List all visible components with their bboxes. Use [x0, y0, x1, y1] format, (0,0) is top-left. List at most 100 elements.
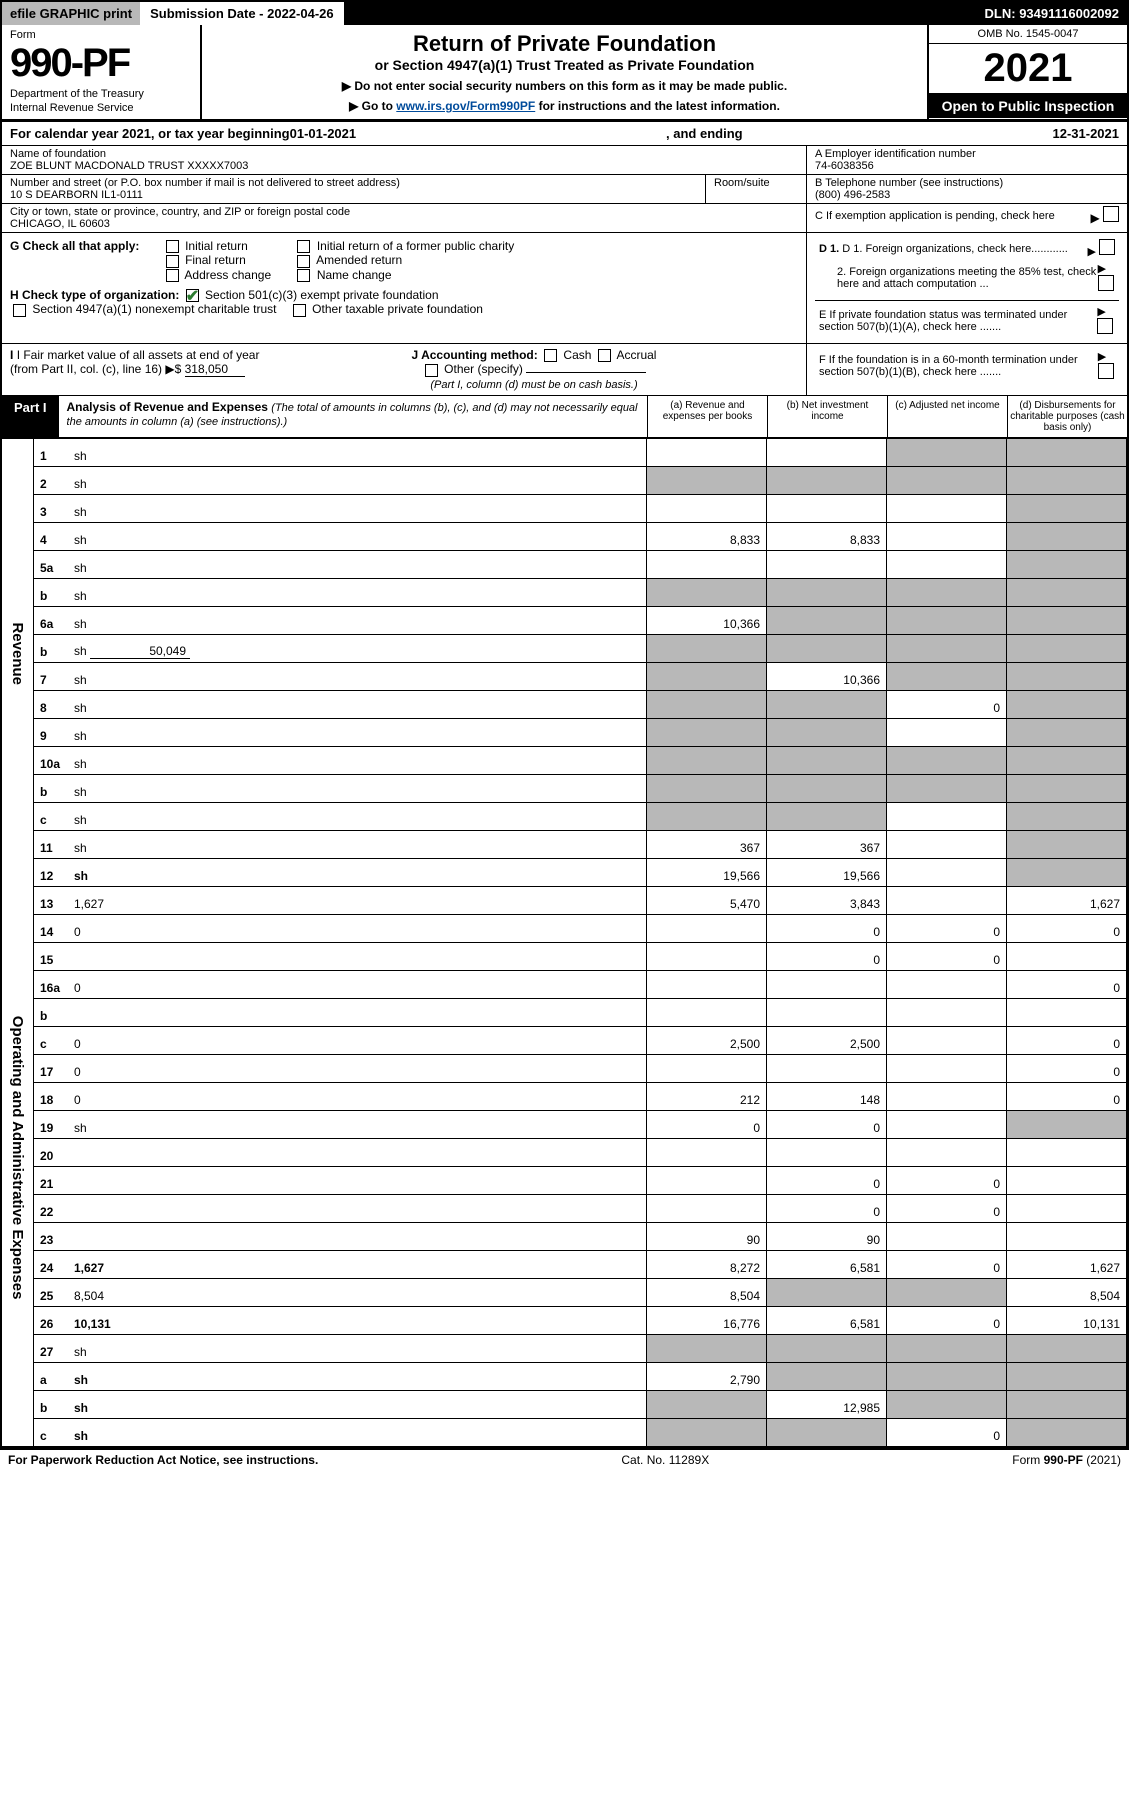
row-desc: sh [68, 774, 647, 802]
cell-d [1007, 746, 1127, 774]
cell-c [887, 998, 1007, 1026]
cell-c [887, 578, 1007, 606]
row-desc: 0 [68, 914, 647, 942]
row-number: c [34, 1026, 68, 1054]
cell-a [647, 774, 767, 802]
cell-d [1007, 1418, 1127, 1446]
row-number: 16a [34, 970, 68, 998]
table-row: 3sh [34, 494, 1127, 522]
row-desc: sh [68, 1334, 647, 1362]
cell-d [1007, 1334, 1127, 1362]
cell-c [887, 606, 1007, 634]
cell-c [887, 634, 1007, 662]
initial-former-checkbox[interactable] [297, 240, 310, 253]
phone-value: (800) 496-2583 [815, 189, 1119, 201]
other-method-checkbox[interactable] [425, 364, 438, 377]
table-row: 27sh [34, 1334, 1127, 1362]
cell-b [767, 998, 887, 1026]
row-number: 7 [34, 662, 68, 690]
part-title: Analysis of Revenue and Expenses (The to… [59, 396, 647, 437]
expenses-side-label: Operating and Administrative Expenses [2, 868, 33, 1447]
table-row: 2100 [34, 1166, 1127, 1194]
city-state-zip: CHICAGO, IL 60603 [10, 218, 798, 230]
table-row: bsh12,985 [34, 1390, 1127, 1418]
cell-c [887, 522, 1007, 550]
cell-a: 8,272 [647, 1250, 767, 1278]
d1-foreign: D 1. D 1. Foreign organizations, check h… [815, 237, 1119, 260]
accrual-checkbox[interactable] [598, 349, 611, 362]
other-taxable-checkbox[interactable] [293, 304, 306, 317]
row-desc [68, 1138, 647, 1166]
cell-b [767, 690, 887, 718]
header-left: Form 990-PF Department of the Treasury I… [2, 25, 202, 119]
foundation-name-block: Name of foundation ZOE BLUNT MACDONALD T… [2, 146, 806, 175]
cell-d [1007, 606, 1127, 634]
table-row: bsh 50,049 [34, 634, 1127, 662]
row-number: 22 [34, 1194, 68, 1222]
cell-b: 0 [767, 942, 887, 970]
open-to-public: Open to Public Inspection [929, 94, 1127, 118]
table-row: 131,6275,4703,8431,627 [34, 886, 1127, 914]
amended-return-checkbox[interactable] [297, 255, 310, 268]
e-checkbox[interactable] [1097, 318, 1113, 334]
row-number: 20 [34, 1138, 68, 1166]
row-desc: sh [68, 578, 647, 606]
501c3-checkbox[interactable] [186, 289, 199, 302]
ein-value: 74-6038356 [815, 160, 1119, 172]
cell-c [887, 662, 1007, 690]
form990pf-link[interactable]: www.irs.gov/Form990PF [396, 99, 535, 113]
row-desc: 0 [68, 1082, 647, 1110]
cell-b: 90 [767, 1222, 887, 1250]
cell-d [1007, 466, 1127, 494]
d1-checkbox[interactable] [1099, 239, 1115, 255]
cell-a [647, 1334, 767, 1362]
table-row: 4sh8,8338,833 [34, 522, 1127, 550]
cell-a: 16,776 [647, 1306, 767, 1334]
row-number: 1 [34, 438, 68, 466]
final-return-checkbox[interactable] [166, 255, 179, 268]
row-number: 18 [34, 1082, 68, 1110]
table-row: 9sh [34, 718, 1127, 746]
part1-table: 1sh2sh3sh4sh8,8338,8335ashbsh6ash10,366b… [34, 438, 1127, 1447]
cell-d [1007, 690, 1127, 718]
cell-a: 2,500 [647, 1026, 767, 1054]
row-desc: 0 [68, 1026, 647, 1054]
cell-b [767, 718, 887, 746]
4947a1-checkbox[interactable] [13, 304, 26, 317]
row-desc [68, 942, 647, 970]
address-change-checkbox[interactable] [166, 269, 179, 282]
row-desc: sh [68, 550, 647, 578]
cell-a [647, 578, 767, 606]
g-check-row: G Check all that apply: Initial return F… [10, 239, 798, 282]
table-row: 19sh00 [34, 1110, 1127, 1138]
cell-d: 0 [1007, 914, 1127, 942]
row-number: a [34, 1362, 68, 1390]
row-number: b [34, 1390, 68, 1418]
cell-d [1007, 1166, 1127, 1194]
ein-block: A Employer identification number 74-6038… [807, 146, 1127, 175]
row-number: 12 [34, 858, 68, 886]
initial-return-checkbox[interactable] [166, 240, 179, 253]
name-change-checkbox[interactable] [297, 269, 310, 282]
cell-d [1007, 634, 1127, 662]
instr-line1: ▶ Do not enter social security numbers o… [212, 79, 917, 93]
f-checkbox[interactable] [1098, 363, 1114, 379]
cash-checkbox[interactable] [544, 349, 557, 362]
table-row: 10ash [34, 746, 1127, 774]
cell-a [647, 438, 767, 466]
cell-b [767, 1362, 887, 1390]
cell-c: 0 [887, 1418, 1007, 1446]
cell-a [647, 998, 767, 1026]
cell-a: 10,366 [647, 606, 767, 634]
cell-d [1007, 942, 1127, 970]
cell-b: 148 [767, 1082, 887, 1110]
submission-date: Submission Date - 2022-04-26 [142, 2, 344, 25]
row-desc: sh [68, 690, 647, 718]
d2-checkbox[interactable] [1098, 275, 1114, 291]
table-row: bsh [34, 578, 1127, 606]
row-number: 27 [34, 1334, 68, 1362]
cell-c [887, 774, 1007, 802]
cell-d: 0 [1007, 1026, 1127, 1054]
cell-a [647, 634, 767, 662]
c-checkbox[interactable] [1103, 206, 1119, 222]
